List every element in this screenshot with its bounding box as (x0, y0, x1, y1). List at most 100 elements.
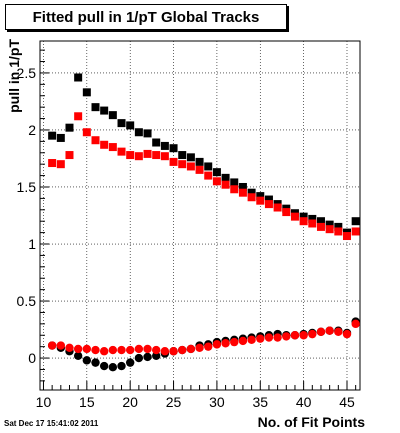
data-point-red-square (152, 151, 161, 160)
data-point-red-square (195, 165, 204, 174)
data-point-black-square (204, 162, 213, 171)
x-tick-label: 30 (209, 394, 225, 410)
data-point-red-square (169, 157, 178, 166)
data-point-black-circle (99, 361, 109, 371)
data-point-black-square (56, 133, 65, 142)
data-point-red-circle (212, 340, 222, 349)
data-point-black-square (308, 214, 317, 223)
y-axis-label: pull in 1/pT (6, 39, 22, 113)
data-point-black-circle (108, 362, 118, 372)
data-point-red-circle (99, 347, 109, 356)
data-point-red-square (351, 227, 360, 236)
data-point-red-square (126, 151, 135, 160)
data-point-black-square (134, 128, 143, 137)
data-point-red-square (186, 162, 195, 171)
data-point-red-circle (125, 345, 135, 355)
data-point-black-square (299, 212, 308, 221)
data-point-red-square (56, 160, 65, 169)
x-tick-label: 40 (296, 394, 312, 410)
y-tick-label: 2.5 (17, 65, 37, 81)
data-point-red-square (256, 196, 265, 205)
data-point-black-square (195, 157, 204, 166)
data-point-red-square (117, 147, 126, 156)
data-point-black-square (325, 220, 334, 229)
data-point-black-circle (91, 358, 100, 367)
data-point-red-circle (134, 344, 144, 354)
data-point-black-square (351, 217, 360, 226)
data-point-red-square (212, 177, 221, 186)
data-point-red-square (334, 227, 343, 236)
data-point-red-circle (178, 345, 187, 355)
data-point-red-circle (47, 341, 57, 350)
data-point-black-square (178, 151, 187, 160)
data-point-red-square (204, 171, 213, 180)
data-point-black-circle (125, 358, 135, 367)
data-point-red-square (178, 160, 187, 169)
x-axis-label: No. of Fit Points (258, 414, 366, 430)
data-point-black-square (48, 131, 57, 140)
data-point-black-circle (82, 356, 92, 365)
data-point-black-square (316, 217, 325, 226)
x-tick-label: 25 (166, 394, 182, 410)
x-tick-label: 45 (339, 394, 355, 410)
data-point-red-circle (299, 331, 308, 340)
x-tick-label: 20 (122, 394, 138, 410)
data-point-red-square (238, 188, 247, 197)
data-point-red-circle (65, 343, 74, 353)
data-point-red-circle (342, 329, 352, 339)
data-point-red-circle (334, 327, 343, 337)
data-point-red-square (74, 112, 83, 121)
data-point-black-square (108, 111, 117, 120)
data-point-red-square (290, 212, 299, 221)
data-point-red-circle (169, 347, 178, 356)
data-point-black-square (186, 153, 195, 162)
data-point-red-circle (264, 333, 274, 342)
data-point-red-circle (73, 344, 83, 354)
data-point-red-circle (160, 347, 170, 356)
data-point-red-circle (316, 327, 326, 337)
data-point-red-square (91, 136, 100, 145)
data-point-red-circle (56, 341, 66, 350)
data-point-red-square (247, 193, 256, 202)
data-point-black-circle (117, 361, 126, 371)
data-point-red-circle (91, 345, 100, 355)
data-point-red-square (325, 225, 334, 234)
data-point-red-square (48, 159, 57, 168)
data-point-black-square (238, 182, 247, 191)
data-point-red-circle (282, 332, 291, 341)
data-point-red-square (342, 232, 351, 241)
data-point-red-square (82, 128, 91, 137)
data-point-black-square (126, 121, 135, 130)
data-point-red-square (273, 203, 282, 212)
data-point-red-square (134, 152, 143, 161)
chart-title: Fitted pull in 1/pT Global Tracks (5, 4, 287, 30)
data-point-black-square (143, 129, 152, 138)
data-point-black-square (221, 173, 230, 182)
timestamp: Sat Dec 17 15:41:02 2011 (4, 419, 99, 428)
data-point-black-square (230, 178, 239, 187)
data-point-red-square (108, 143, 117, 152)
data-point-red-circle (152, 345, 161, 355)
data-point-red-circle (256, 334, 265, 343)
y-tick-label: 1.5 (17, 179, 37, 195)
data-point-red-square (221, 180, 230, 189)
data-point-red-circle (247, 335, 256, 345)
data-point-red-circle (204, 342, 213, 351)
data-point-red-square (282, 208, 291, 217)
data-point-black-square (334, 222, 343, 231)
data-point-black-square (169, 144, 178, 153)
x-tick-label: 15 (79, 394, 95, 410)
data-point-red-circle (186, 344, 196, 354)
data-point-black-square (117, 119, 126, 128)
data-point-red-circle (351, 319, 360, 329)
data-point-red-circle (117, 345, 126, 355)
y-tick-label: 0 (28, 350, 36, 366)
data-point-black-square (100, 106, 109, 115)
data-point-red-circle (230, 337, 239, 347)
data-point-red-square (100, 140, 109, 149)
data-point-black-square (82, 88, 91, 97)
data-point-black-square (212, 168, 221, 177)
y-tick-label: 1 (28, 236, 36, 252)
data-point-black-square (91, 103, 100, 112)
